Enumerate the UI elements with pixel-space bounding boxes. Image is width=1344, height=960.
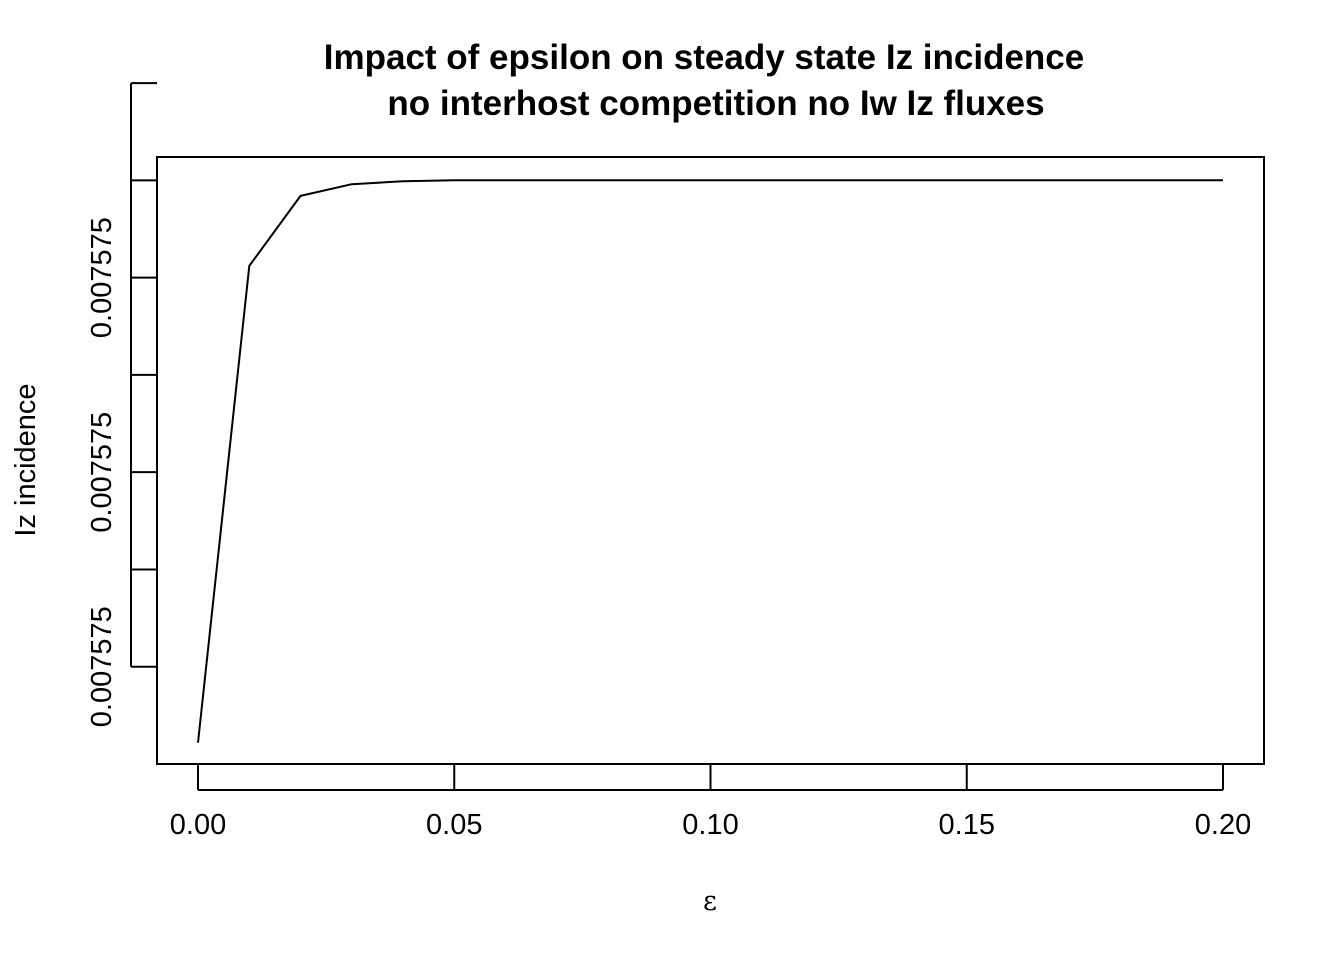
chart-title-line-1: Impact of epsilon on steady state Iz inc…: [324, 38, 1084, 77]
plot-frame: [156, 156, 1265, 765]
y-tick-label: 0.007575: [86, 217, 118, 338]
series-group: [197, 179, 1223, 743]
x-axis: 0.00 0.05 0.10 0.15 0.20: [170, 764, 1251, 841]
chart-title-line-2: no interhost competition no Iw Iz fluxes: [387, 84, 1044, 123]
x-tick-label: 0.10: [682, 809, 738, 841]
x-tick-label: 0.15: [939, 809, 995, 841]
x-axis-title: ε: [703, 886, 717, 917]
x-tick-label: 0.00: [170, 809, 226, 841]
y-axis-title: Iz incidence: [10, 383, 42, 536]
x-tick-label: 0.05: [426, 809, 482, 841]
y-axis: 0.007575 0.007575 0.007575: [86, 82, 157, 727]
series-line: [197, 179, 1223, 743]
y-tick-label: 0.007575: [86, 606, 118, 727]
y-tick-label: 0.007575: [86, 412, 118, 533]
x-tick-label: 0.20: [1195, 809, 1251, 841]
